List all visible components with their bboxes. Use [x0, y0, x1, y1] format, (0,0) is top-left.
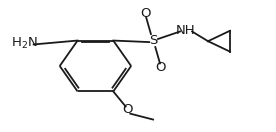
Text: H$_2$N: H$_2$N — [10, 36, 38, 51]
Text: O: O — [155, 62, 166, 74]
Text: O: O — [122, 103, 132, 116]
Text: NH: NH — [176, 24, 196, 37]
Text: S: S — [149, 34, 157, 47]
Text: O: O — [140, 7, 151, 20]
